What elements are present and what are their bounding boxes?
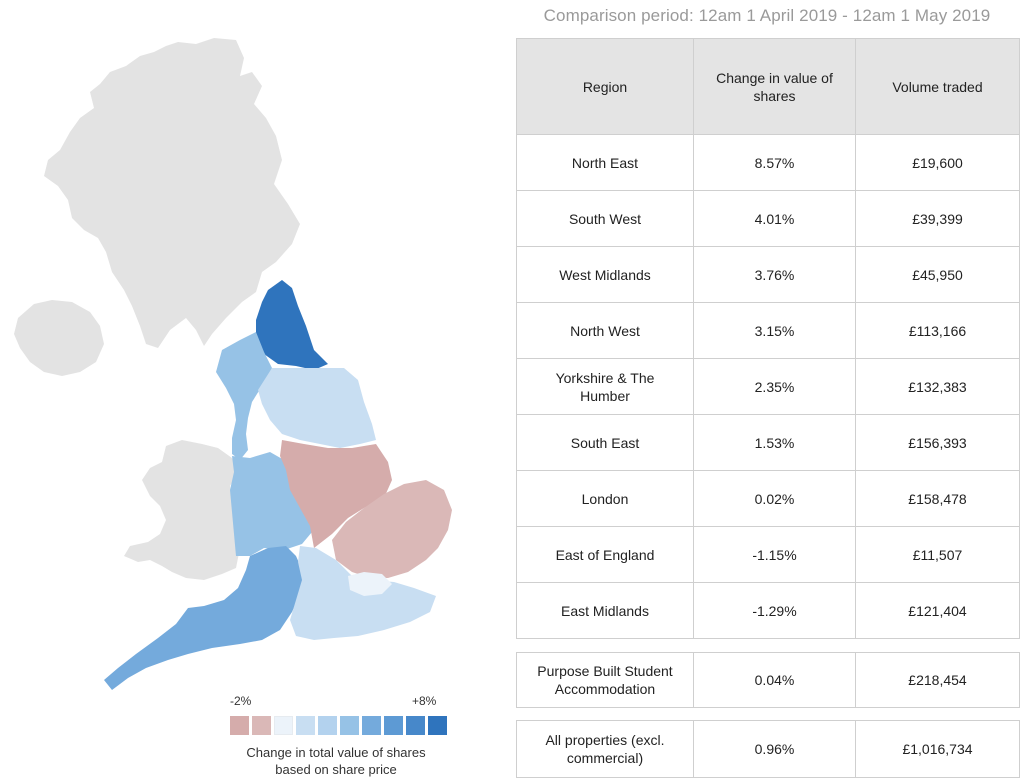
cell-region: London xyxy=(516,470,694,527)
map-scotland xyxy=(44,38,300,348)
table-row: South East 1.53% £156,393 xyxy=(516,414,1020,471)
cell-volume: £158,478 xyxy=(855,470,1020,527)
table-row: North East 8.57% £19,600 xyxy=(516,134,1020,191)
cell-change: -1.15% xyxy=(693,526,856,583)
legend-swatch xyxy=(340,716,359,735)
header-change: Change in value of shares xyxy=(693,38,856,135)
legend-swatch xyxy=(384,716,403,735)
cell-change: 1.53% xyxy=(693,414,856,471)
table-row: North West 3.15% £113,166 xyxy=(516,302,1020,359)
map-region-london xyxy=(348,572,392,596)
cell-pbsa-volume: £218,454 xyxy=(855,652,1020,708)
legend-caption-line2: based on share price xyxy=(275,762,397,777)
comparison-period-title: Comparison period: 12am 1 April 2019 - 1… xyxy=(543,6,991,25)
pbsa-table: Purpose Built Student Accommodation 0.04… xyxy=(516,652,1020,708)
table-row: Yorkshire & The Humber 2.35% £132,383 xyxy=(516,358,1020,415)
table-row: East Midlands -1.29% £121,404 xyxy=(516,582,1020,639)
cell-change: 4.01% xyxy=(693,190,856,247)
cell-change: 2.35% xyxy=(693,358,856,415)
cell-region: North West xyxy=(516,302,694,359)
legend-swatch xyxy=(318,716,337,735)
legend-swatch xyxy=(230,716,249,735)
cell-pbsa-label: Purpose Built Student Accommodation xyxy=(516,652,694,708)
legend-caption-line1: Change in total value of shares xyxy=(246,745,426,760)
cell-region: East of England xyxy=(516,526,694,583)
cell-volume: £45,950 xyxy=(855,246,1020,303)
cell-volume: £156,393 xyxy=(855,414,1020,471)
cell-volume: £113,166 xyxy=(855,302,1020,359)
table-header-row: Region Change in value of shares Volume … xyxy=(516,38,1020,135)
table-row: West Midlands 3.76% £45,950 xyxy=(516,246,1020,303)
map-region-yorkshire xyxy=(258,368,376,448)
map-region-south-west xyxy=(104,546,304,690)
legend-range: -2% +8% xyxy=(222,694,450,710)
legend-swatches xyxy=(230,716,450,735)
map-region-north-east xyxy=(256,280,328,370)
uk-region-map: -2% +8% Change in total value of shares … xyxy=(0,0,505,782)
cell-all-label: All properties (excl. commercial) xyxy=(516,720,694,778)
cell-volume: £11,507 xyxy=(855,526,1020,583)
all-properties-table: All properties (excl. commercial) 0.96% … xyxy=(516,720,1020,778)
map-legend: -2% +8% Change in total value of shares … xyxy=(222,694,450,777)
cell-region: West Midlands xyxy=(516,246,694,303)
map-region-east-midlands xyxy=(280,440,392,548)
cell-volume: £132,383 xyxy=(855,358,1020,415)
map-svg xyxy=(14,38,452,690)
legend-max-label: +8% xyxy=(412,694,437,708)
map-wales xyxy=(124,440,240,580)
legend-swatch xyxy=(362,716,381,735)
table-row: South West 4.01% £39,399 xyxy=(516,190,1020,247)
cell-change: 0.02% xyxy=(693,470,856,527)
map-northern-ireland xyxy=(14,300,104,376)
cell-region: Yorkshire & The Humber xyxy=(516,358,694,415)
legend-swatch xyxy=(406,716,425,735)
cell-all-change: 0.96% xyxy=(693,720,856,778)
cell-region: North East xyxy=(516,134,694,191)
cell-change: 3.76% xyxy=(693,246,856,303)
cell-region: South West xyxy=(516,190,694,247)
cell-volume: £39,399 xyxy=(855,190,1020,247)
cell-change: 3.15% xyxy=(693,302,856,359)
region-table: Region Change in value of shares Volume … xyxy=(516,38,1020,639)
cell-region: South East xyxy=(516,414,694,471)
cell-change: 8.57% xyxy=(693,134,856,191)
table-row-pbsa: Purpose Built Student Accommodation 0.04… xyxy=(516,652,1020,708)
header-region: Region xyxy=(516,38,694,135)
cell-change: -1.29% xyxy=(693,582,856,639)
legend-min-label: -2% xyxy=(230,694,252,708)
cell-volume: £121,404 xyxy=(855,582,1020,639)
table-row: London 0.02% £158,478 xyxy=(516,470,1020,527)
legend-caption: Change in total value of shares based on… xyxy=(222,744,450,778)
cell-pbsa-change: 0.04% xyxy=(693,652,856,708)
cell-region: East Midlands xyxy=(516,582,694,639)
map-region-north-west xyxy=(216,332,272,460)
legend-swatch xyxy=(296,716,315,735)
table-row: East of England -1.15% £11,507 xyxy=(516,526,1020,583)
table-row-all-properties: All properties (excl. commercial) 0.96% … xyxy=(516,720,1020,778)
cell-volume: £19,600 xyxy=(855,134,1020,191)
legend-swatch xyxy=(428,716,447,735)
legend-swatch xyxy=(274,716,293,735)
cell-all-volume: £1,016,734 xyxy=(855,720,1020,778)
map-region-east-of-england xyxy=(332,480,452,578)
header-volume: Volume traded xyxy=(855,38,1020,135)
legend-swatch xyxy=(252,716,271,735)
